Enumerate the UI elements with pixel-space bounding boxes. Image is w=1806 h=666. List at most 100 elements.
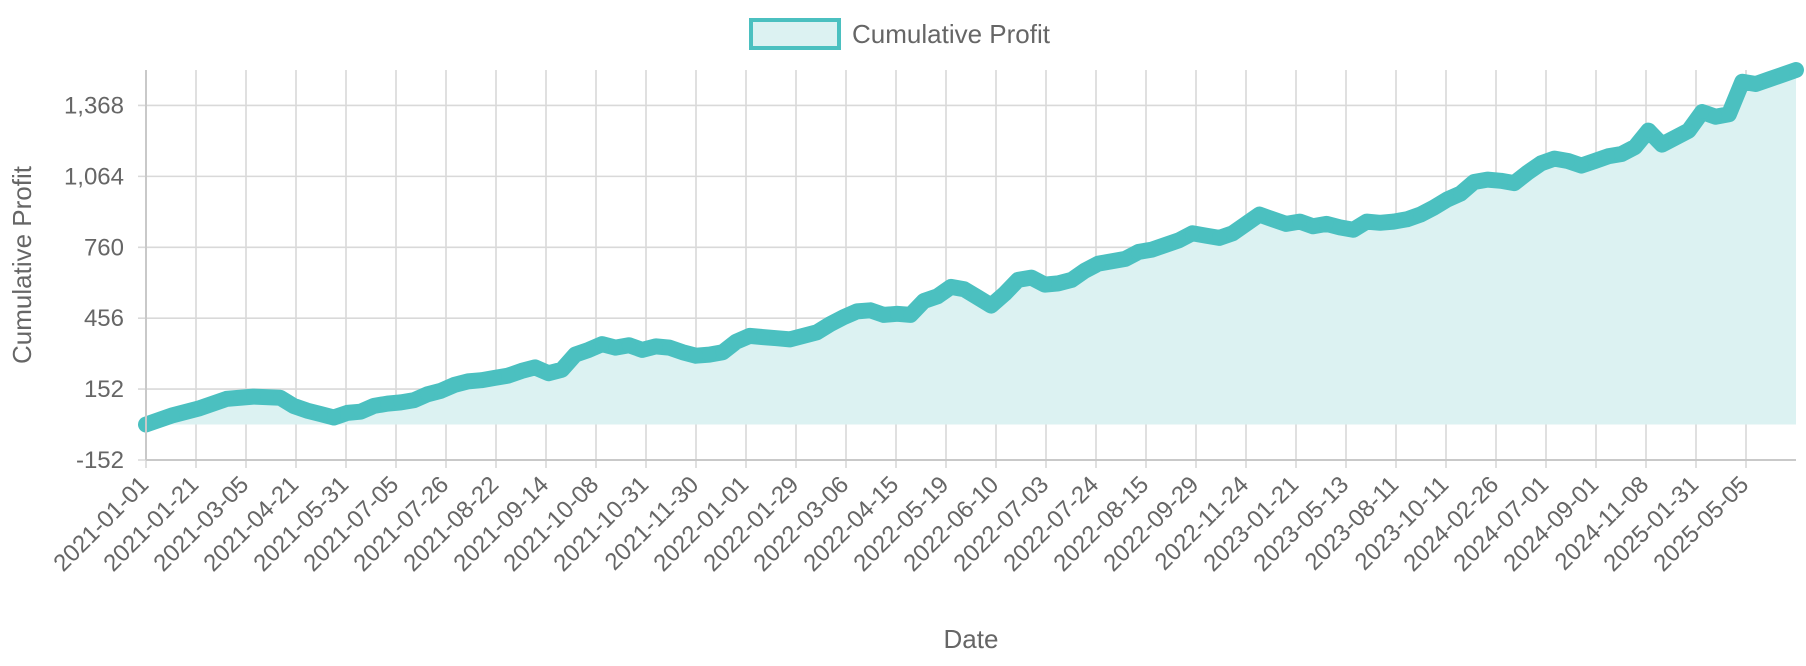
data-point[interactable] — [487, 370, 502, 385]
data-point[interactable] — [393, 395, 408, 410]
data-point[interactable] — [1171, 233, 1186, 248]
data-point[interactable] — [675, 345, 690, 360]
data-point[interactable] — [300, 403, 314, 418]
data-point[interactable] — [689, 348, 703, 363]
data-point[interactable] — [1561, 154, 1575, 168]
data-point[interactable] — [1721, 107, 1736, 122]
data-point[interactable] — [380, 396, 395, 411]
data-point[interactable] — [554, 362, 569, 377]
data-point[interactable] — [850, 304, 864, 319]
data-point[interactable] — [1534, 156, 1549, 171]
data-point[interactable] — [1064, 272, 1079, 287]
data-point[interactable] — [1118, 251, 1133, 266]
data-point[interactable] — [715, 345, 730, 360]
data-point[interactable] — [1440, 192, 1455, 207]
data-point[interactable] — [782, 332, 797, 347]
data-point[interactable] — [1453, 186, 1468, 201]
data-point[interactable] — [1332, 220, 1347, 235]
data-point[interactable] — [608, 340, 623, 355]
data-point[interactable] — [1024, 270, 1039, 285]
data-point[interactable] — [1252, 207, 1267, 222]
data-point[interactable] — [729, 334, 744, 349]
data-point[interactable] — [957, 282, 972, 297]
data-point[interactable] — [165, 408, 180, 423]
data-point[interactable] — [434, 383, 449, 398]
data-point[interactable] — [1400, 212, 1414, 227]
data-point[interactable] — [1373, 215, 1388, 230]
data-point[interactable] — [1091, 256, 1106, 271]
data-point[interactable] — [1426, 200, 1441, 215]
data-point[interactable] — [541, 366, 556, 381]
data-point[interactable] — [903, 307, 918, 322]
data-point[interactable] — [1185, 226, 1200, 241]
data-point[interactable] — [1668, 130, 1683, 145]
data-point[interactable] — [1547, 151, 1562, 166]
data-point[interactable] — [1051, 276, 1066, 291]
data-point[interactable] — [568, 347, 583, 362]
data-point[interactable] — [1493, 173, 1508, 188]
data-point[interactable] — [1078, 263, 1092, 278]
data-point[interactable] — [1762, 72, 1777, 87]
data-point[interactable] — [1145, 242, 1160, 257]
data-point[interactable] — [286, 398, 301, 413]
data-point[interactable] — [1158, 237, 1173, 252]
data-point[interactable] — [474, 373, 489, 388]
data-point[interactable] — [1480, 172, 1495, 187]
data-point[interactable] — [595, 337, 610, 352]
data-point[interactable] — [1748, 77, 1763, 91]
data-point[interactable] — [1587, 154, 1602, 168]
data-point[interactable] — [742, 328, 757, 343]
data-point[interactable] — [1212, 230, 1227, 245]
data-point[interactable] — [1614, 147, 1629, 161]
data-point[interactable] — [1775, 67, 1790, 82]
data-point[interactable] — [943, 279, 958, 294]
data-point[interactable] — [796, 328, 811, 343]
data-point[interactable] — [1265, 212, 1280, 227]
data-point[interactable] — [192, 401, 207, 416]
data-point[interactable] — [353, 404, 368, 419]
data-point[interactable] — [648, 339, 663, 354]
data-point[interactable] — [662, 340, 677, 355]
data-point[interactable] — [1681, 123, 1696, 138]
data-point[interactable] — [836, 310, 851, 325]
data-point[interactable] — [876, 307, 891, 322]
data-point[interactable] — [1386, 214, 1401, 229]
data-point[interactable] — [1641, 123, 1656, 138]
data-point[interactable] — [1735, 74, 1750, 89]
data-point[interactable] — [1507, 176, 1522, 191]
data-point[interactable] — [917, 293, 931, 308]
data-point[interactable] — [219, 391, 234, 406]
data-point[interactable] — [1104, 254, 1119, 269]
data-point[interactable] — [581, 342, 596, 357]
data-point[interactable] — [407, 393, 422, 408]
data-point[interactable] — [1654, 137, 1669, 152]
data-point[interactable] — [1037, 277, 1052, 292]
data-point[interactable] — [702, 347, 717, 362]
data-point[interactable] — [769, 331, 784, 346]
data-point[interactable] — [420, 387, 435, 402]
data-point[interactable] — [528, 360, 542, 375]
data-point[interactable] — [1239, 216, 1253, 231]
data-point[interactable] — [1708, 109, 1723, 124]
data-point[interactable] — [1319, 216, 1334, 231]
data-point[interactable] — [1695, 105, 1710, 119]
data-point[interactable] — [1789, 63, 1803, 77]
data-point[interactable] — [1306, 219, 1321, 234]
legend[interactable]: Cumulative Profit — [749, 18, 1051, 50]
data-point[interactable] — [367, 398, 381, 413]
data-point[interactable] — [1467, 175, 1481, 189]
data-point[interactable] — [1574, 158, 1589, 173]
data-point[interactable] — [1225, 226, 1240, 241]
data-point[interactable] — [461, 374, 475, 389]
data-point[interactable] — [1131, 244, 1146, 259]
data-point[interactable] — [635, 342, 650, 357]
data-point[interactable] — [1011, 272, 1025, 287]
data-point[interactable] — [756, 330, 771, 345]
data-point[interactable] — [930, 289, 945, 304]
data-point[interactable] — [823, 317, 838, 332]
data-point[interactable] — [997, 286, 1012, 301]
data-point[interactable] — [1279, 216, 1294, 231]
data-point[interactable] — [340, 405, 355, 420]
data-point[interactable] — [326, 410, 341, 425]
data-point[interactable] — [246, 389, 261, 404]
